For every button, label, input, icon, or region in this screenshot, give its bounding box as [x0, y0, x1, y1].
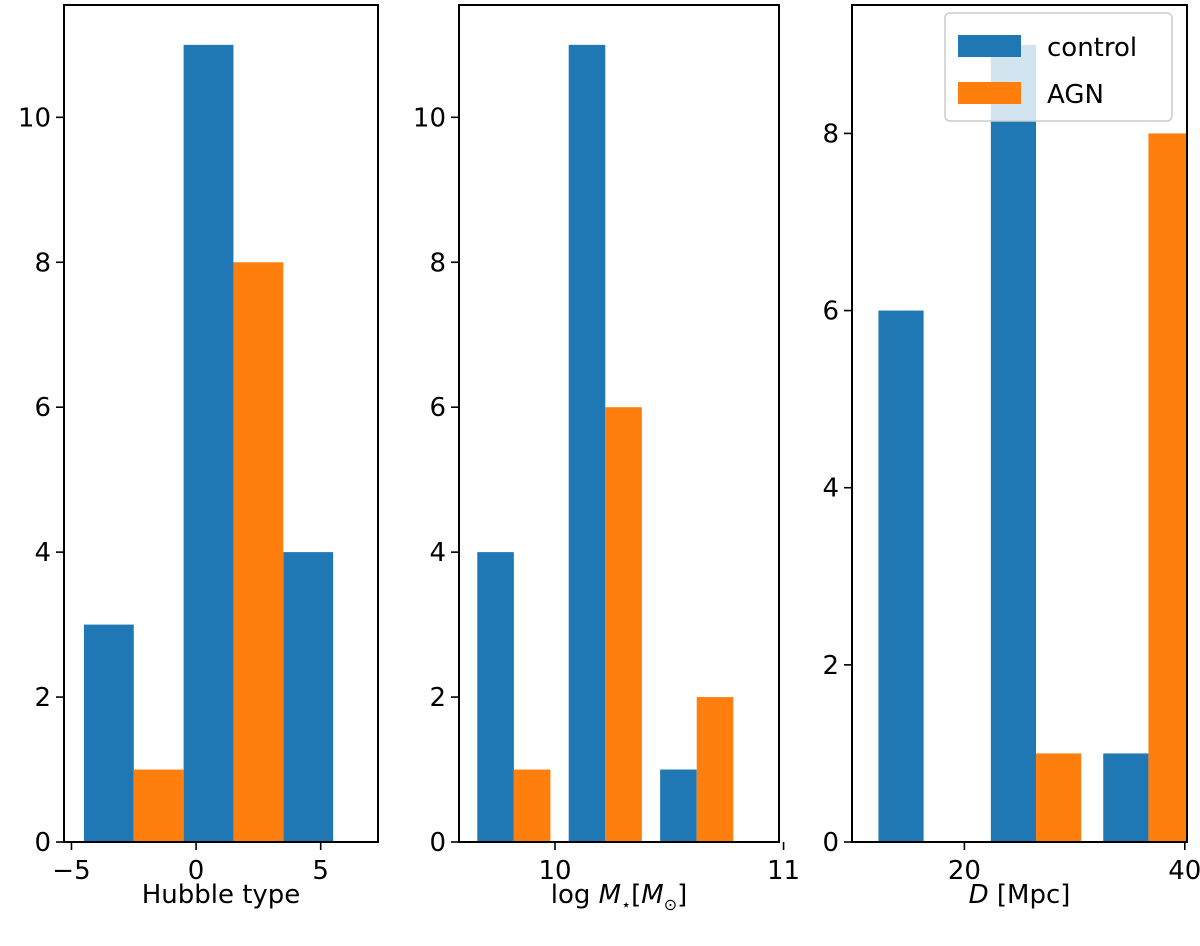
bar-agn-2	[1148, 133, 1187, 842]
axes-frame-hubble-type	[63, 4, 379, 843]
y-tick-label: 6	[429, 393, 446, 423]
x-axis-label-hubble-type: Hubble type	[142, 880, 301, 910]
ticks-stellar-mass: 10 11 0 2 4 6 8 10	[413, 103, 800, 886]
xlabel-var: D	[969, 880, 989, 910]
legend-swatch-agn	[958, 82, 1021, 104]
y-tick-label: 10	[18, 103, 51, 133]
bars-distance	[878, 44, 1187, 842]
xlabel-bracket-open: [	[631, 880, 641, 910]
y-tick-label: 4	[34, 538, 51, 568]
y-tick-label: 6	[822, 297, 839, 327]
y-tick-label: 6	[34, 393, 51, 423]
bar-control-0	[878, 310, 924, 842]
bar-control-2	[660, 769, 697, 842]
y-tick-label: 2	[429, 683, 446, 713]
bar-control-0	[83, 624, 134, 842]
x-axis-label-stellar-mass: log M⋆[M⊙]	[551, 880, 688, 914]
y-tick-label: 4	[822, 474, 839, 504]
bar-control-0	[477, 552, 514, 842]
y-tick-label: 0	[429, 828, 446, 858]
x-tick-label: 0	[188, 856, 205, 886]
xlabel-unit: M	[641, 880, 663, 910]
bar-agn-0	[133, 769, 184, 842]
y-tick-label: 4	[429, 538, 446, 568]
xlabel-sub: ⋆	[621, 895, 631, 914]
ticks-distance: 20 40 0 2 4 6 8	[822, 119, 1200, 886]
bar-control-2	[283, 552, 334, 842]
bar-agn-1	[605, 407, 642, 842]
y-tick-label: 8	[34, 248, 51, 278]
x-tick-label: 11	[767, 856, 800, 886]
x-tick-label: 20	[948, 856, 981, 886]
panel-distance: 20 40 0 2 4 6 8 D [Mpc] control AGN	[822, 4, 1200, 910]
bars-hubble-type	[83, 44, 334, 842]
xlabel-unit: [Mpc]	[989, 880, 1071, 910]
bar-agn-1	[233, 262, 284, 842]
x-tick-label: −5	[52, 856, 90, 886]
y-tick-label: 10	[413, 103, 446, 133]
y-tick-label: 2	[34, 683, 51, 713]
xlabel-bracket-close: ]	[677, 880, 687, 910]
bar-agn-0	[513, 769, 551, 842]
bar-agn-2	[696, 697, 734, 842]
x-tick-label: 40	[1168, 856, 1200, 886]
bar-agn-1	[1036, 753, 1082, 842]
xlabel-prefix: log	[551, 880, 599, 910]
y-tick-label: 8	[429, 248, 446, 278]
bar-control-1	[568, 44, 606, 842]
x-tick-label: 10	[538, 856, 571, 886]
y-tick-label: 0	[822, 828, 839, 858]
legend: control AGN	[944, 12, 1173, 122]
legend-label-control: control	[1047, 33, 1137, 63]
y-tick-label: 2	[822, 651, 839, 681]
x-axis-label-distance: D [Mpc]	[969, 880, 1071, 910]
y-tick-label: 0	[34, 828, 51, 858]
legend-swatch-control	[958, 35, 1021, 57]
axes-frame-distance	[851, 4, 1188, 843]
bars-stellar-mass	[477, 44, 734, 842]
y-tick-label: 8	[822, 119, 839, 149]
legend-label-agn: AGN	[1047, 80, 1104, 110]
bar-control-1	[183, 44, 234, 842]
bar-control-1	[990, 44, 1037, 842]
xlabel-var: M	[599, 880, 621, 910]
x-tick-label: 5	[312, 856, 329, 886]
bar-control-2	[1103, 753, 1149, 842]
axes-frame-stellar-mass	[458, 4, 780, 843]
xlabel-unit-sub: ⊙	[664, 895, 677, 914]
